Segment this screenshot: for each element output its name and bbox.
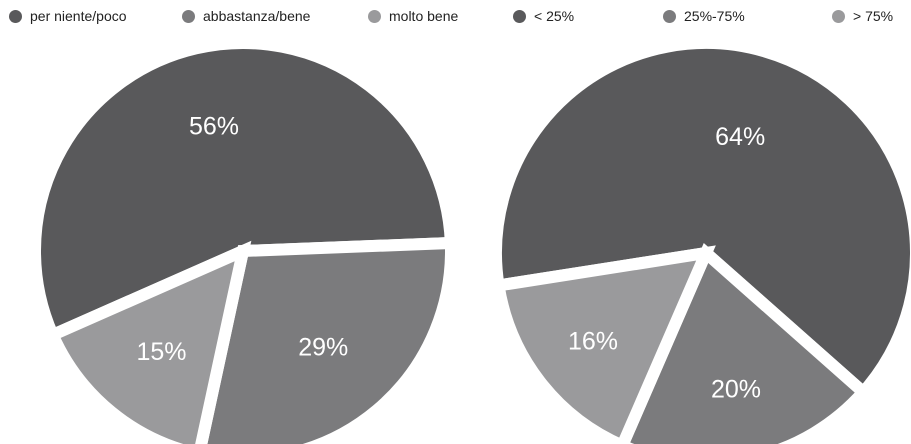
pie-slice — [491, 245, 716, 444]
pie-slice — [29, 37, 458, 343]
pie-slice — [490, 37, 911, 401]
legend-label: molto bene — [389, 8, 459, 24]
slice-label: 29% — [298, 334, 348, 362]
legend-label: < 25% — [534, 8, 575, 24]
legend-item-per-niente-poco: per niente/poco — [9, 8, 127, 24]
legend-label: > 75% — [853, 8, 894, 24]
legend-swatch — [182, 9, 195, 23]
legend-swatch — [368, 9, 381, 23]
slice-label: 16% — [568, 327, 618, 355]
legend-swatch — [663, 9, 676, 23]
legend-label: abbastanza/bene — [203, 8, 311, 24]
pie-slice — [616, 243, 872, 444]
slice-label: 64% — [715, 123, 765, 151]
slice-label: 56% — [189, 112, 239, 140]
slice-label: 15% — [136, 338, 186, 366]
legend-item-abbastanza-bene: abbastanza/bene — [182, 8, 310, 24]
legend-label: 25%-75% — [684, 8, 745, 24]
slice-label: 20% — [711, 375, 761, 403]
legend-item-lt-25: < 25% — [513, 8, 574, 24]
pie-slice — [44, 240, 252, 444]
legend-item-25-75: 25%-75% — [663, 8, 745, 24]
legend-swatch — [9, 9, 22, 23]
legend-swatch — [513, 9, 526, 23]
legend-item-gt-75: > 75% — [832, 8, 893, 24]
legend-swatch — [832, 9, 845, 23]
legend-item-molto-bene: molto bene — [368, 8, 458, 24]
pie-slice — [195, 236, 457, 444]
legend-label: per niente/poco — [30, 8, 127, 24]
